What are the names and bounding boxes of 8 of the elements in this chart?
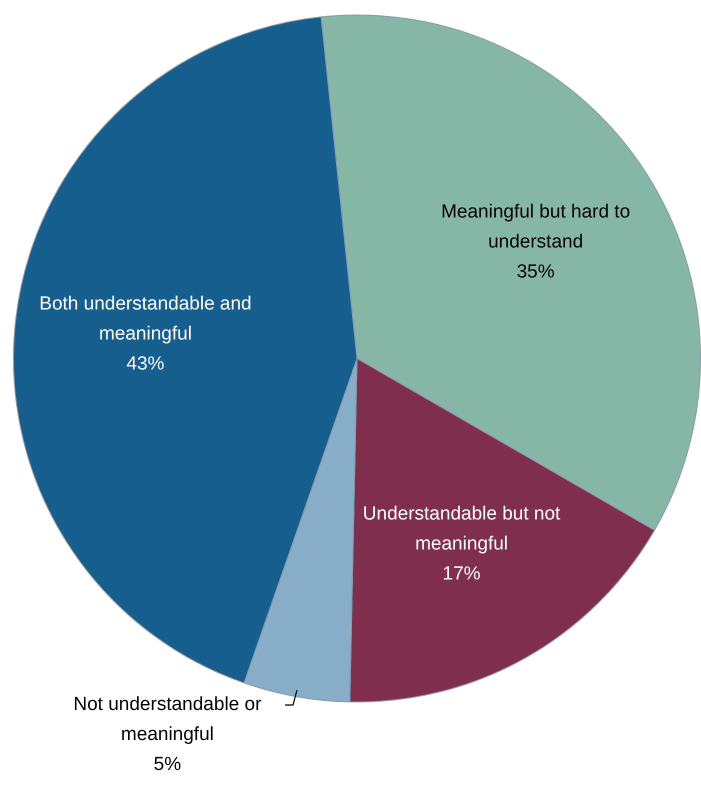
data-label: 5% [154,754,182,776]
data-label: 35% [516,262,555,283]
slice-label: Both understandable and meaningful [39,293,252,344]
slice-label: Meaningful but hard to understand [441,202,630,253]
slice-label: Understandable but not meaningful [362,503,562,554]
data-label: 17% [442,563,481,584]
slice-label: Not understandable or meaningful [73,694,262,746]
data-label: 43% [126,353,165,374]
